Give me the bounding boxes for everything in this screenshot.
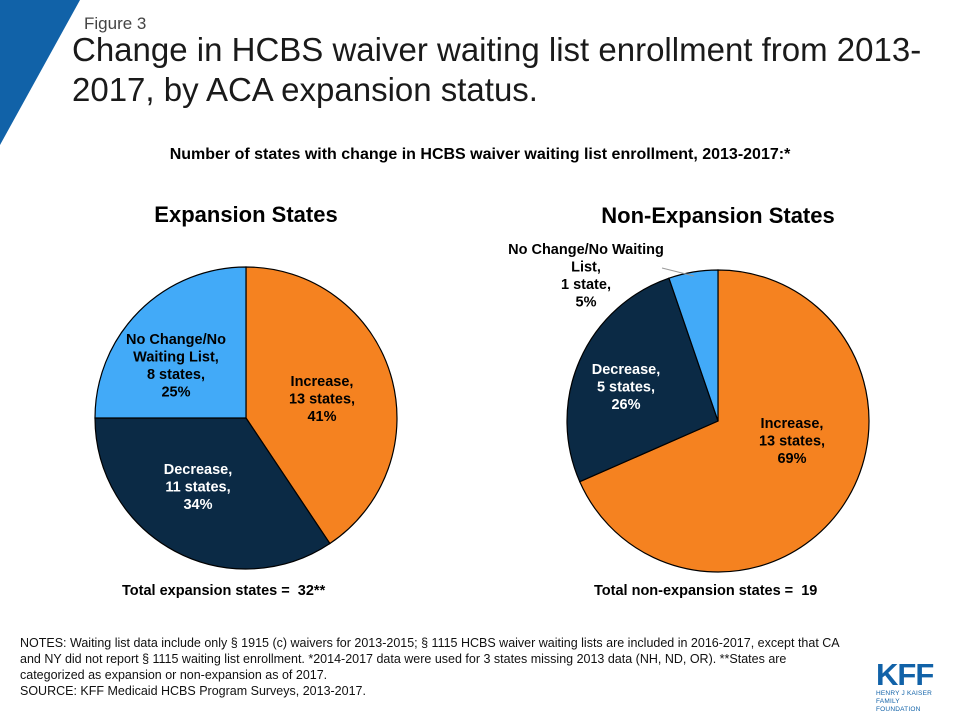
notes-block: NOTES: Waiting list data include only § … xyxy=(20,635,850,699)
source-text: SOURCE: KFF Medicaid HCBS Program Survey… xyxy=(20,684,366,698)
notes-text: NOTES: Waiting list data include only § … xyxy=(20,636,839,682)
logo-subtext-2: FAMILY FOUNDATION xyxy=(876,698,921,713)
non-expansion-slice-label-increase: Increase, 13 states, 69% xyxy=(759,416,825,467)
expansion-slice-label-decrease: Decrease, 11 states, 34% xyxy=(164,462,233,513)
expansion-slice-no-change-no-waiting-list xyxy=(94,266,247,419)
non-expansion-pie-title: Non-Expansion States xyxy=(601,203,835,228)
non-expansion-slice-decrease xyxy=(566,277,719,483)
logo-wordmark: KFF xyxy=(876,657,934,692)
expansion-pie-title: Expansion States xyxy=(154,202,338,227)
figure-label: Figure 3 xyxy=(84,14,147,33)
non-expansion-slice-label-no-change-no-waiting-list: No Change/No Waiting List, 1 state, 5% xyxy=(508,242,664,311)
non-expansion-slice-no-change-no-waiting-list xyxy=(668,269,719,422)
expansion-slice-label-increase: Increase, 13 states, 41% xyxy=(289,374,355,425)
non-expansion-slice-label-decrease: Decrease, 5 states, 26% xyxy=(592,362,661,413)
logo-subtext-1: HENRY J KAISER xyxy=(876,690,933,697)
expansion-slice-decrease xyxy=(94,417,331,570)
non-expansion-total-label: Total non-expansion states = 19 xyxy=(594,583,818,599)
non-expansion-label-leader-line xyxy=(661,267,695,277)
expansion-slice-label-no-change-no-waiting-list: No Change/No Waiting List, 8 states, 25% xyxy=(126,332,226,401)
page-title: Change in HCBS waiver waiting list enrol… xyxy=(72,31,922,108)
chart-subtitle: Number of states with change in HCBS wai… xyxy=(169,146,791,163)
kff-logo: KFF HENRY J KAISER FAMILY FOUNDATION xyxy=(876,657,946,714)
non-expansion-slice-increase xyxy=(578,269,870,573)
expansion-total-label: Total expansion states = 32** xyxy=(122,583,326,599)
corner-accent-shape xyxy=(0,0,80,145)
